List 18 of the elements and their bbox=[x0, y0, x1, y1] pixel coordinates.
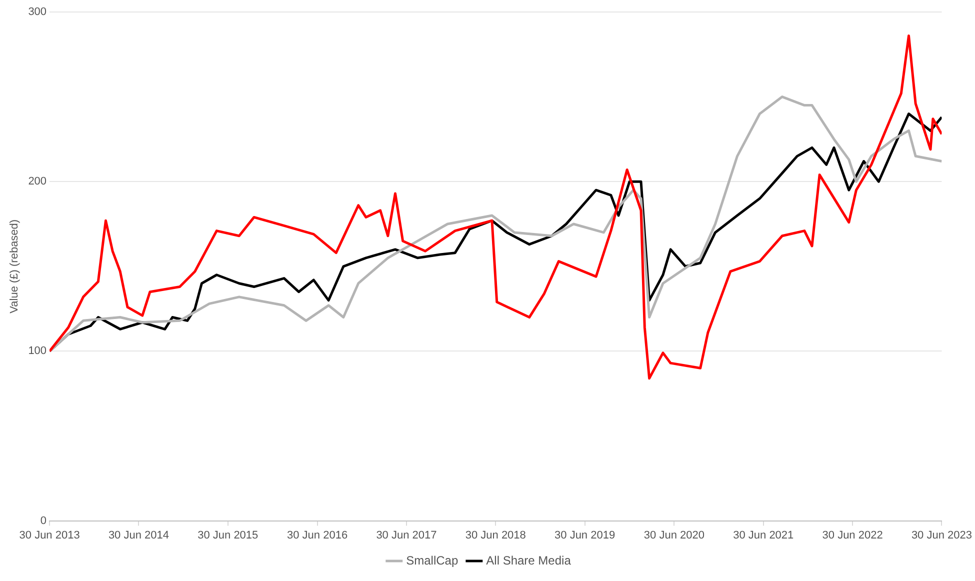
x-tick-label: 30 Jun 2017 bbox=[376, 529, 437, 542]
y-axis-title: Value (£) (rebased) bbox=[8, 219, 21, 314]
x-tick-label: 30 Jun 2018 bbox=[465, 529, 526, 542]
legend-label: SmallCap bbox=[406, 553, 458, 568]
x-tick-label: 30 Jun 2021 bbox=[733, 529, 794, 542]
x-tick-label: 30 Jun 2014 bbox=[108, 529, 169, 542]
x-tick-label: 30 Jun 2022 bbox=[822, 529, 883, 542]
x-tick-label: 30 Jun 2016 bbox=[287, 529, 348, 542]
y-tick-label: 100 bbox=[28, 345, 47, 358]
x-tick-label: 30 Jun 2023 bbox=[911, 529, 972, 542]
y-tick-label: 0 bbox=[40, 514, 47, 527]
y-tick-label: 200 bbox=[28, 176, 47, 188]
x-tick-label: 30 Jun 2019 bbox=[554, 529, 616, 542]
x-tick-label: 30 Jun 2013 bbox=[19, 529, 80, 542]
y-tick-label: 300 bbox=[28, 6, 47, 18]
x-tick-label: 30 Jun 2020 bbox=[644, 529, 704, 542]
legend-label: All Share Media bbox=[486, 553, 572, 568]
x-tick-label: 30 Jun 2015 bbox=[198, 529, 258, 542]
